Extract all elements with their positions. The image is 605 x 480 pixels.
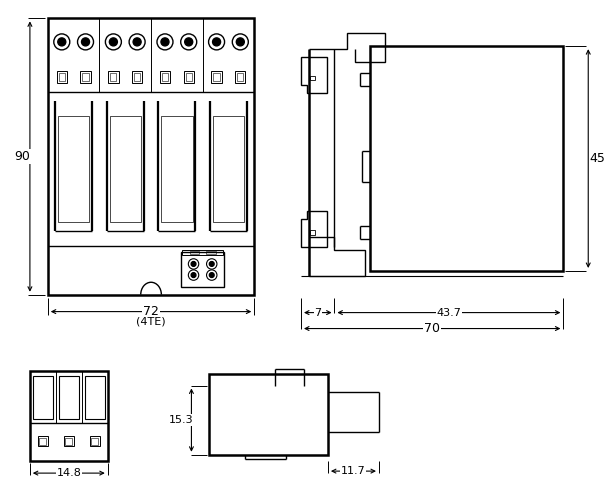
Text: 90: 90 bbox=[14, 150, 30, 163]
Bar bbox=[310, 75, 315, 81]
Bar bbox=[310, 230, 315, 235]
Bar bbox=[108, 71, 119, 83]
Bar bbox=[110, 117, 141, 222]
Bar bbox=[237, 73, 243, 81]
Bar bbox=[209, 374, 328, 455]
Bar bbox=[132, 71, 142, 83]
Text: 14.8: 14.8 bbox=[56, 468, 81, 478]
Bar bbox=[48, 18, 254, 295]
Bar bbox=[65, 438, 72, 445]
Text: 43.7: 43.7 bbox=[436, 308, 462, 318]
Bar bbox=[186, 73, 192, 81]
Circle shape bbox=[133, 38, 141, 46]
Bar bbox=[235, 71, 246, 83]
Text: 7: 7 bbox=[314, 308, 321, 318]
Circle shape bbox=[110, 38, 117, 46]
Text: (4TE): (4TE) bbox=[136, 317, 166, 326]
Bar bbox=[161, 117, 192, 222]
Circle shape bbox=[209, 262, 214, 266]
Bar bbox=[90, 436, 100, 446]
Bar bbox=[183, 71, 194, 83]
Circle shape bbox=[191, 273, 196, 277]
Text: 72: 72 bbox=[143, 305, 159, 318]
Bar bbox=[57, 71, 67, 83]
Text: 45: 45 bbox=[589, 152, 605, 165]
Bar bbox=[370, 46, 563, 271]
Bar bbox=[110, 73, 117, 81]
Bar bbox=[58, 117, 90, 222]
Bar bbox=[33, 376, 53, 419]
Text: 70: 70 bbox=[424, 322, 440, 335]
Bar bbox=[214, 73, 220, 81]
Bar bbox=[189, 251, 199, 254]
Circle shape bbox=[212, 38, 221, 46]
Bar bbox=[38, 436, 48, 446]
Bar bbox=[213, 117, 244, 222]
Bar bbox=[162, 73, 168, 81]
Text: 15.3: 15.3 bbox=[169, 415, 194, 425]
Circle shape bbox=[237, 38, 244, 46]
Circle shape bbox=[191, 262, 196, 266]
Bar bbox=[181, 252, 224, 287]
Bar bbox=[39, 438, 47, 445]
Bar bbox=[82, 73, 88, 81]
Circle shape bbox=[58, 38, 66, 46]
Bar bbox=[91, 438, 98, 445]
Bar bbox=[85, 376, 105, 419]
Bar bbox=[59, 73, 65, 81]
Circle shape bbox=[82, 38, 90, 46]
Bar bbox=[160, 71, 170, 83]
Bar bbox=[206, 251, 215, 254]
Circle shape bbox=[209, 273, 214, 277]
Bar bbox=[64, 436, 74, 446]
Bar bbox=[59, 376, 79, 419]
Bar bbox=[80, 71, 91, 83]
Text: 11.7: 11.7 bbox=[341, 466, 366, 476]
Bar bbox=[211, 71, 222, 83]
Bar bbox=[134, 73, 140, 81]
Circle shape bbox=[185, 38, 193, 46]
Bar bbox=[182, 250, 223, 255]
Circle shape bbox=[161, 38, 169, 46]
Bar bbox=[30, 372, 108, 461]
